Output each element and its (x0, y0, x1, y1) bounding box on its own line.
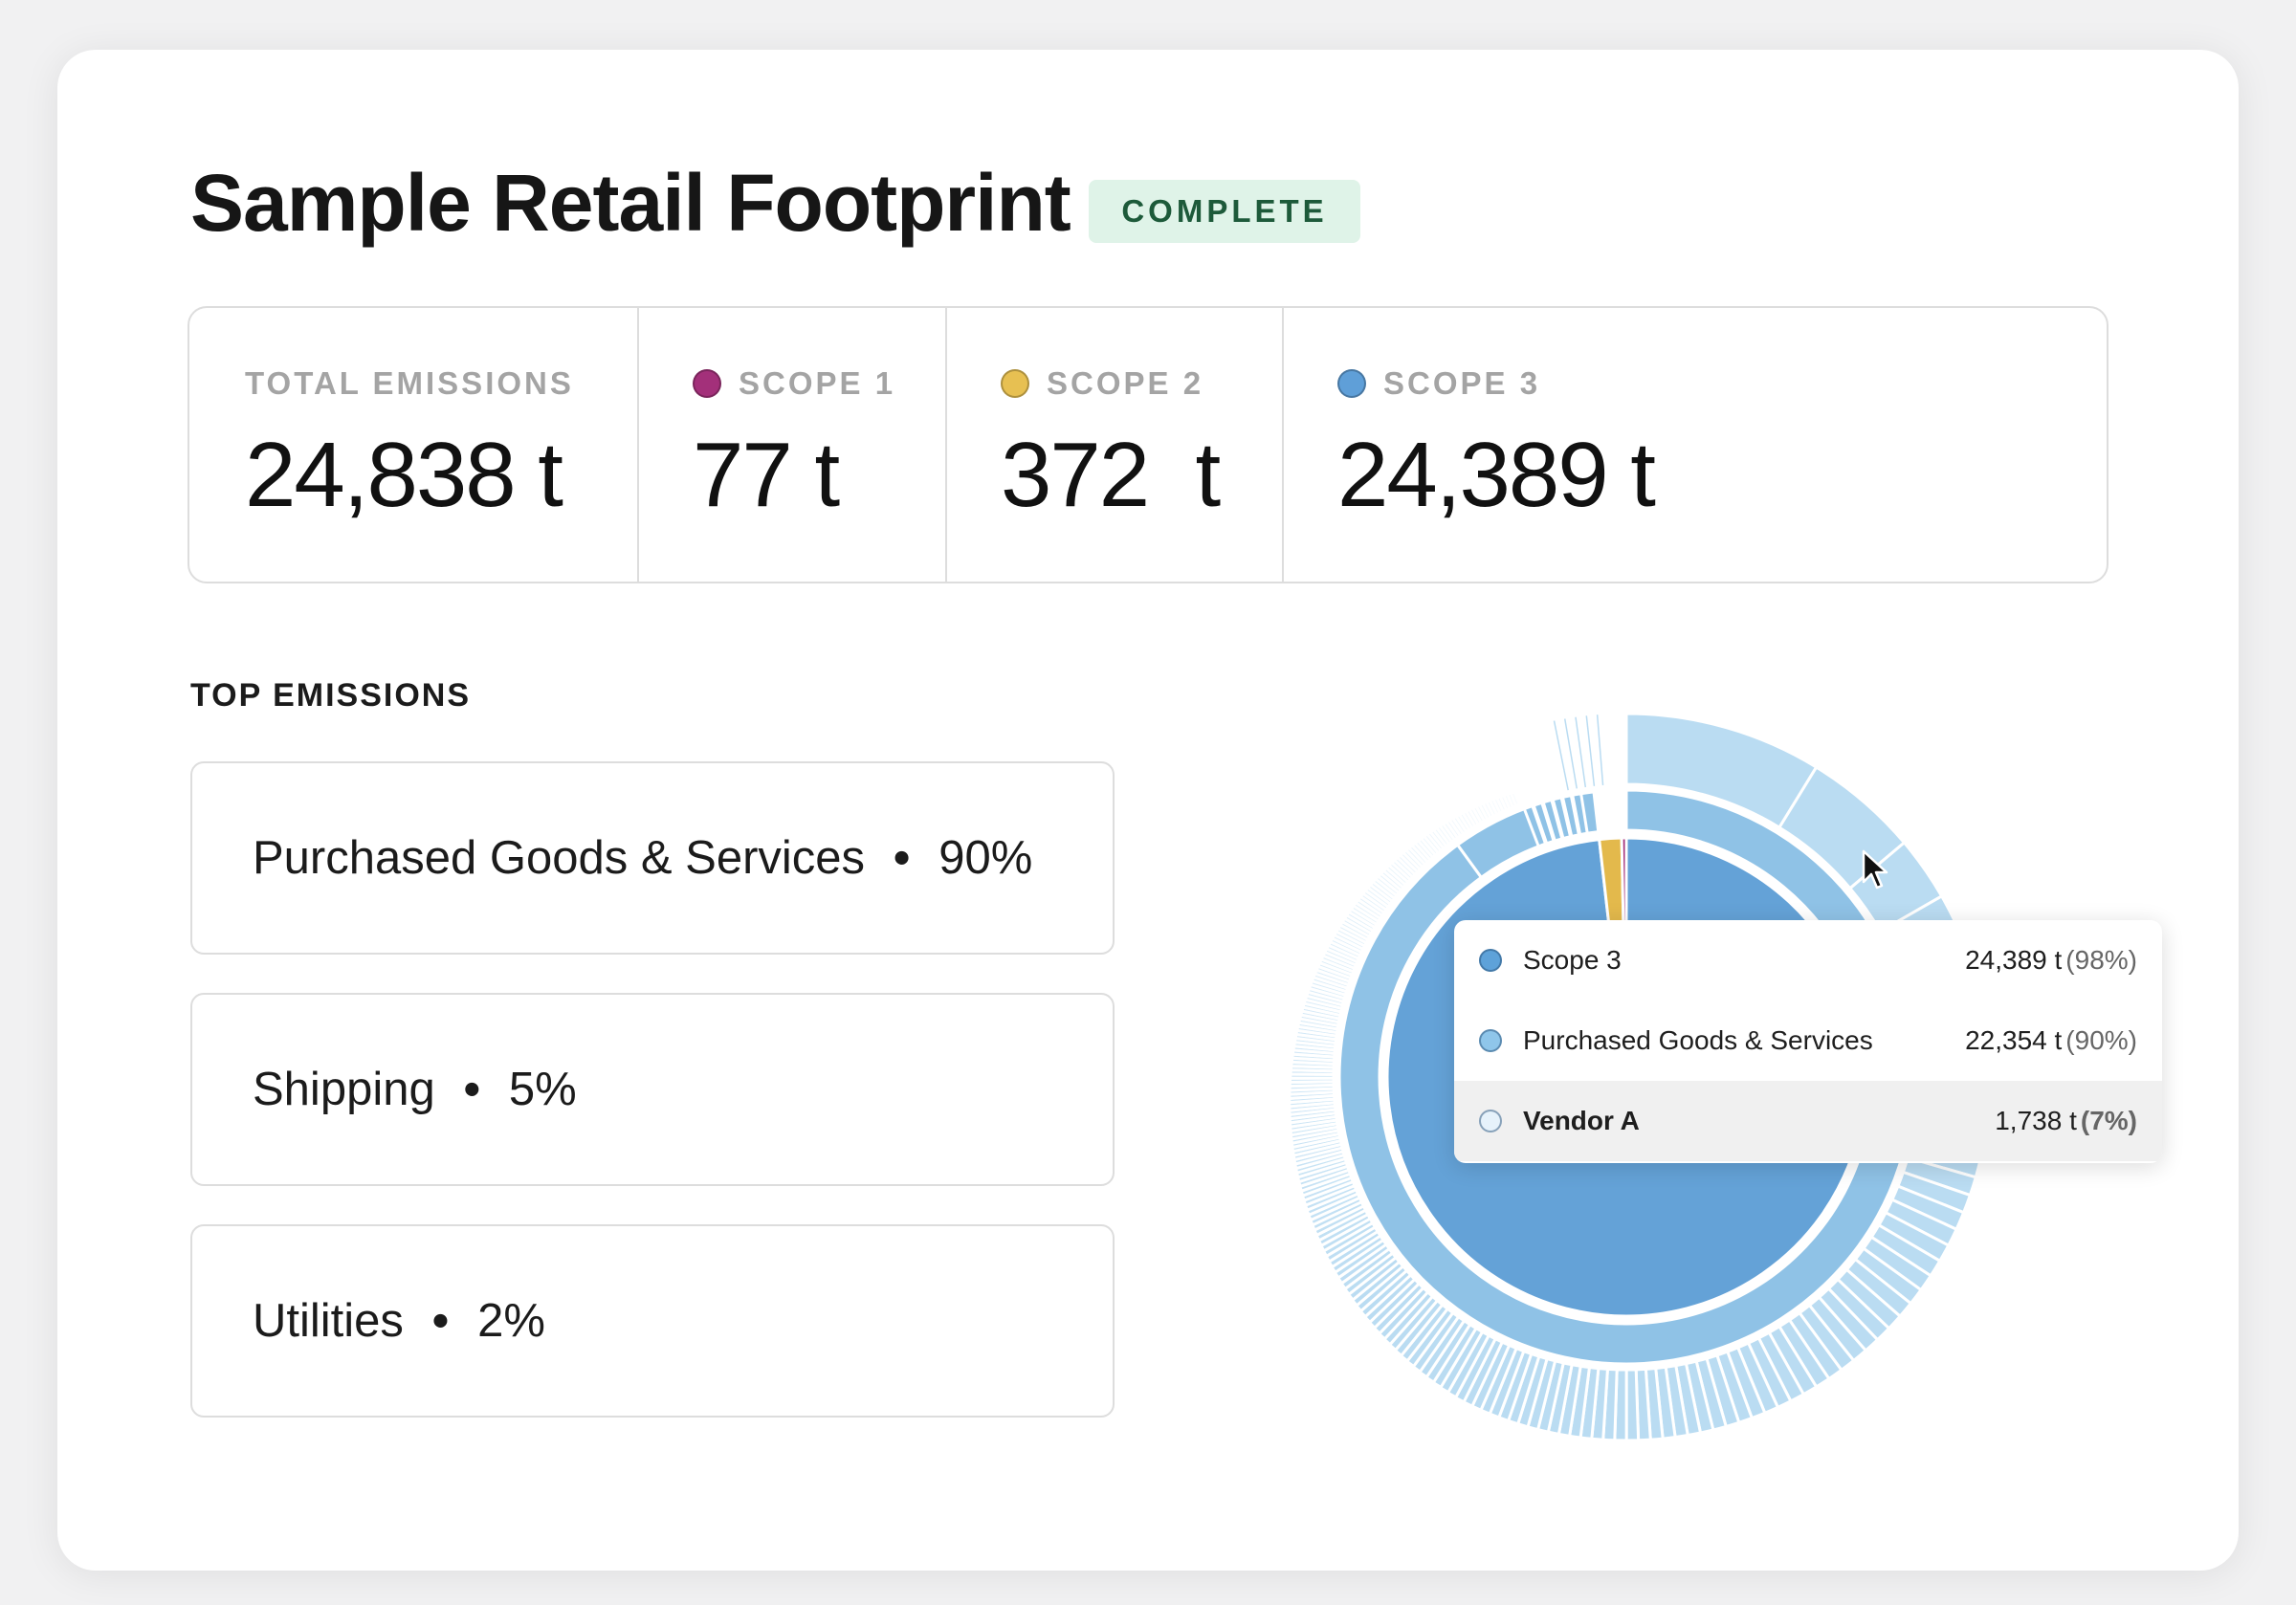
tooltip-row-percent: (90%) (2065, 1025, 2137, 1055)
tooltip-row-value: 1,738 t (1995, 1106, 2077, 1135)
sunburst-vendor-tick (1563, 718, 1578, 789)
stat-value: 77 t (693, 424, 840, 526)
top-emission-name: Shipping (253, 1064, 435, 1115)
sunburst-vendor-tick (1553, 720, 1569, 791)
tooltip-row-value: 22,354 t (1965, 1025, 2063, 1055)
sunburst-slice-vendor[interactable] (1509, 789, 1522, 808)
scope-1-dot-icon (693, 369, 721, 398)
sunburst-vendor-tick (1596, 715, 1604, 786)
chart-tooltip: Scope 3 24,389 t (98%) Purchased Goods &… (1454, 920, 2162, 1163)
sunburst-vendor-tick (1575, 716, 1587, 788)
category-dot-icon (1479, 1029, 1502, 1052)
bullet-separator: • (431, 1295, 450, 1347)
top-emission-item-utilities[interactable]: Utilities • 2% (190, 1224, 1115, 1418)
scope-3-dot-icon (1337, 369, 1366, 398)
stat-label: TOTAL EMISSIONS (245, 365, 574, 401)
stat-scope-1: SCOPE 1 77 t (639, 308, 947, 582)
stat-label: SCOPE 3 (1383, 365, 1541, 401)
scope-3-dot-icon (1479, 949, 1502, 972)
top-emission-percent: 90% (938, 832, 1033, 884)
bullet-separator: • (463, 1064, 480, 1115)
stat-scope-3: SCOPE 3 24,389 t (1284, 308, 2107, 582)
top-emission-item-purchased-goods[interactable]: Purchased Goods & Services • 90% (190, 761, 1115, 955)
tooltip-row-name: Purchased Goods & Services (1523, 1025, 1873, 1055)
tooltip-row-name: Scope 3 (1523, 945, 1622, 975)
stat-total-emissions: TOTAL EMISSIONS 24,838 t (189, 308, 639, 582)
stat-value: 372 t (1001, 424, 1221, 526)
top-emission-name: Utilities (253, 1295, 404, 1347)
tooltip-row-percent: (7%) (2080, 1106, 2137, 1135)
bullet-separator: • (894, 832, 911, 884)
stat-value: 24,389 t (1337, 424, 1656, 526)
tooltip-row-value: 24,389 t (1965, 945, 2063, 975)
sunburst-slice-category-minor[interactable] (1571, 792, 1589, 837)
mouse-cursor-icon (1862, 849, 1888, 890)
top-emission-name: Purchased Goods & Services (253, 832, 866, 884)
tooltip-row-percent: (98%) (2065, 945, 2137, 975)
top-emissions-heading: TOP EMISSIONS (190, 677, 472, 714)
top-emission-item-shipping[interactable]: Shipping • 5% (190, 993, 1115, 1186)
stat-value: 24,838 t (245, 424, 563, 526)
top-emission-percent: 5% (508, 1064, 577, 1115)
sunburst-vendor-tick (1585, 715, 1596, 786)
stat-scope-2: SCOPE 2 372 t (947, 308, 1284, 582)
stat-label: SCOPE 2 (1047, 365, 1204, 401)
tooltip-row-vendor-a: Vendor A 1,738 t (7%) (1454, 1081, 2162, 1161)
tooltip-row-name: Vendor A (1523, 1106, 1640, 1135)
tooltip-row-scope-3: Scope 3 24,389 t (98%) (1454, 920, 2162, 1000)
scope-2-dot-icon (1001, 369, 1029, 398)
top-emission-percent: 2% (477, 1295, 545, 1347)
status-badge: COMPLETE (1089, 180, 1360, 243)
vendor-dot-icon (1479, 1110, 1502, 1132)
stats-panel: TOTAL EMISSIONS 24,838 t SCOPE 1 77 t SC… (188, 306, 2108, 583)
tooltip-row-purchased-goods: Purchased Goods & Services 22,354 t (90%… (1454, 1000, 2162, 1081)
sunburst-slice-vendor[interactable] (1624, 1368, 1641, 1442)
stat-label: SCOPE 1 (739, 365, 896, 401)
page-title: Sample Retail Footprint (190, 158, 1071, 248)
